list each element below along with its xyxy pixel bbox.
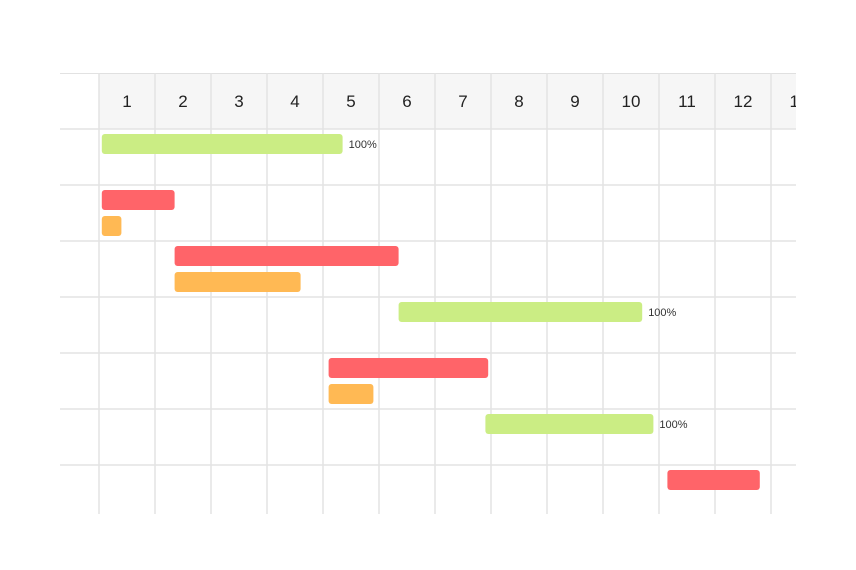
- column-label: 11: [678, 92, 696, 111]
- column-label: 8: [514, 92, 523, 111]
- column-label: 13: [790, 92, 809, 111]
- task-bar: [398, 302, 643, 322]
- task-bar: [328, 358, 489, 378]
- column-label: 9: [570, 92, 579, 111]
- task-bar: [174, 272, 301, 292]
- task-bar: [174, 246, 399, 266]
- task-bar: [101, 190, 175, 210]
- column-label: 7: [458, 92, 467, 111]
- column-label: 12: [734, 92, 753, 111]
- column-label: 5: [346, 92, 355, 111]
- task-bar: [667, 470, 760, 490]
- progress-label: 100%: [648, 307, 676, 319]
- column-label: 4: [290, 92, 299, 111]
- task-bar: [101, 134, 343, 154]
- progress-label: 100%: [659, 419, 687, 431]
- progress-label: 100%: [349, 139, 377, 151]
- column-label: 1: [122, 92, 131, 111]
- task-bar: [101, 216, 122, 236]
- task-bar: [485, 414, 654, 434]
- column-label: 6: [402, 92, 411, 111]
- column-label: 10: [622, 92, 641, 111]
- column-label: 2: [178, 92, 187, 111]
- task-bar: [328, 384, 374, 404]
- column-label: 3: [234, 92, 243, 111]
- header-background: [99, 73, 796, 129]
